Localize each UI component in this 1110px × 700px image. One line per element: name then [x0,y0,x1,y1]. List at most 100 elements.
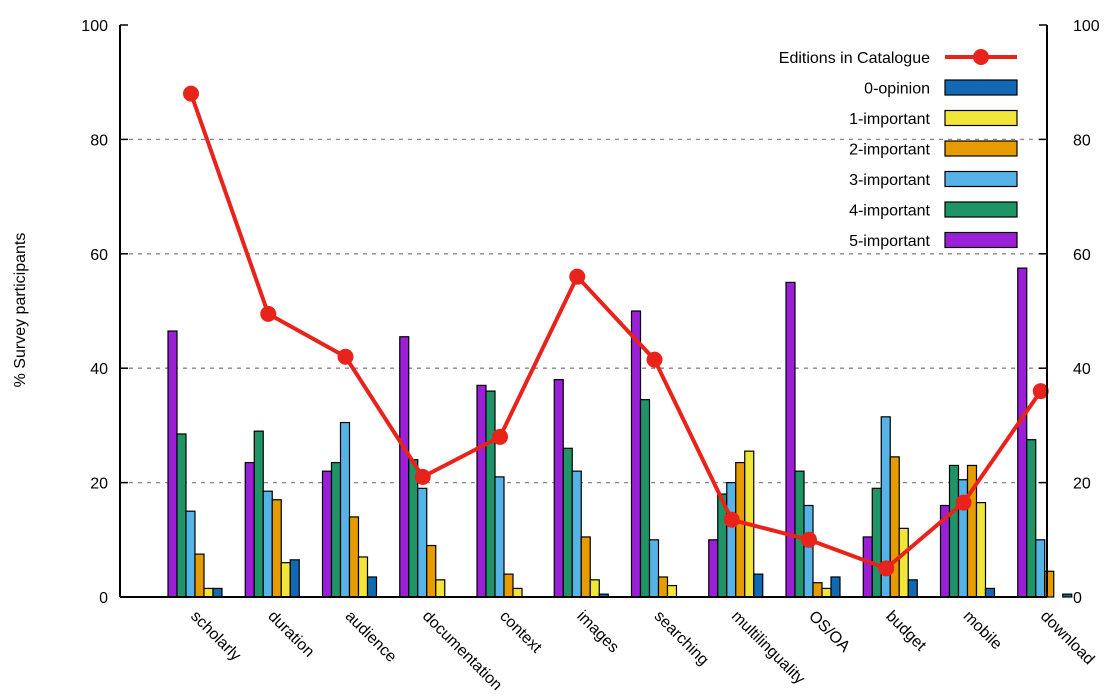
legend-swatch [944,109,1018,127]
editions-point-7 [723,511,740,528]
bar-0-opinion-10 [984,587,996,598]
bar-4-important-1 [253,430,264,598]
bar-2-important-8 [812,582,823,598]
bar-1-important-8 [821,587,832,598]
editions-point-3 [414,468,431,485]
bar-5-important-0 [167,330,178,598]
bar-4-important-6 [639,399,651,598]
category-label: budget [882,608,929,655]
category-label: multilinguality [728,608,808,688]
category-label: scholarly [187,608,244,665]
right-tick-label: 20 [1073,476,1091,493]
bar-3-important-8 [803,504,814,598]
category-label: OS/OA [805,608,853,656]
bars-group [167,267,1073,598]
editions-line-group [183,85,1049,577]
bar-2-important-5 [580,536,591,598]
bar-0-opinion-7 [753,573,764,598]
bar-2-important-4 [503,573,514,598]
category-label: download [1037,608,1097,668]
bar-1-important-5 [589,579,600,598]
bar-4-important-10 [948,464,960,598]
bar-2-important-11 [1044,570,1055,598]
right-tick-label: 100 [1073,18,1100,35]
legend-point-swatch [973,49,989,65]
bar-4-important-5 [562,447,573,598]
legend: Editions in Catalogue 0-opinion 1-importan… [779,49,1018,250]
legend-label: 1-important [849,111,930,128]
bar-5-important-2 [321,470,333,598]
category-label: duration [264,608,317,661]
bar-3-important-11 [1035,539,1046,598]
legend-swatch [944,231,1018,249]
bar-0-opinion-8 [830,576,841,598]
bar-4-important-2 [330,461,342,598]
editions-line [189,92,1043,571]
right-tick-label: 80 [1073,132,1091,149]
bar-1-important-2 [357,556,369,598]
legend-swatch [944,79,1018,96]
editions-point-8 [801,531,817,548]
editions-point-0 [183,85,199,102]
bar-5-important-11 [1017,267,1028,598]
right-tick-label: 60 [1073,247,1091,264]
bar-2-important-2 [348,516,360,598]
legend-swatch [944,201,1018,218]
bar-2-important-9 [889,456,900,598]
bar-3-important-2 [339,421,351,598]
bar-5-important-6 [630,310,642,598]
bar-1-important-6 [666,584,678,598]
legend-swatch [944,170,1018,188]
editions-point-2 [337,348,354,365]
bar-4-important-9 [871,487,882,598]
bar-5-important-4 [476,384,487,598]
bar-3-important-6 [648,539,660,598]
editions-point-9 [878,560,895,577]
bar-2-important-7 [735,461,746,598]
legend-label: 2-important [849,142,930,159]
bar-3-important-1 [262,490,273,598]
legend-label: 4-important [849,203,930,220]
gridlines [120,138,1047,484]
bar-5-important-7 [708,539,719,598]
bar-1-important-4 [512,587,523,598]
bar-0-opinion-9 [907,579,918,598]
left-tick-label: 100 [81,18,108,35]
left-tick-label: 0 [99,590,108,607]
bar-0-opinion-11 [1062,593,1073,598]
bar-1-important-1 [280,562,291,598]
bar-2-important-3 [426,544,437,598]
left-tick-label: 20 [90,476,108,493]
bar-4-important-4 [485,390,496,598]
axes [119,25,1048,598]
bar-2-important-6 [657,576,669,598]
bar-1-important-9 [898,527,909,598]
bar-3-important-4 [494,476,505,598]
left-tick-label: 40 [90,361,108,378]
editions-point-10 [955,494,972,511]
bar-4-important-11 [1026,439,1037,598]
bar-5-important-8 [785,281,796,598]
bar-0-opinion-2 [366,576,378,598]
bar-3-important-0 [185,510,196,598]
bar-4-important-0 [176,433,187,598]
bar-5-important-1 [244,461,255,598]
bar-5-important-3 [399,336,410,598]
bar-0-opinion-0 [212,587,223,598]
editions-point-11 [1032,383,1049,400]
legend-label: 3-important [849,172,930,189]
right-tick-label: 40 [1073,361,1091,378]
category-labels: scholarly duration audience documentationco… [187,608,1097,694]
category-label: context [496,608,545,657]
category-label: audience [342,608,400,666]
category-label: searching [651,608,712,669]
bar-4-important-8 [794,470,805,598]
left-tick-label: 60 [90,247,108,264]
bar-2-important-0 [194,553,205,598]
bar-3-important-3 [417,487,428,598]
bar-1-important-3 [435,579,446,598]
category-label: images [573,608,621,656]
right-axis-ticks: 0 20 40 60 80 100 [1039,18,1100,607]
legend-swatch [944,140,1018,157]
